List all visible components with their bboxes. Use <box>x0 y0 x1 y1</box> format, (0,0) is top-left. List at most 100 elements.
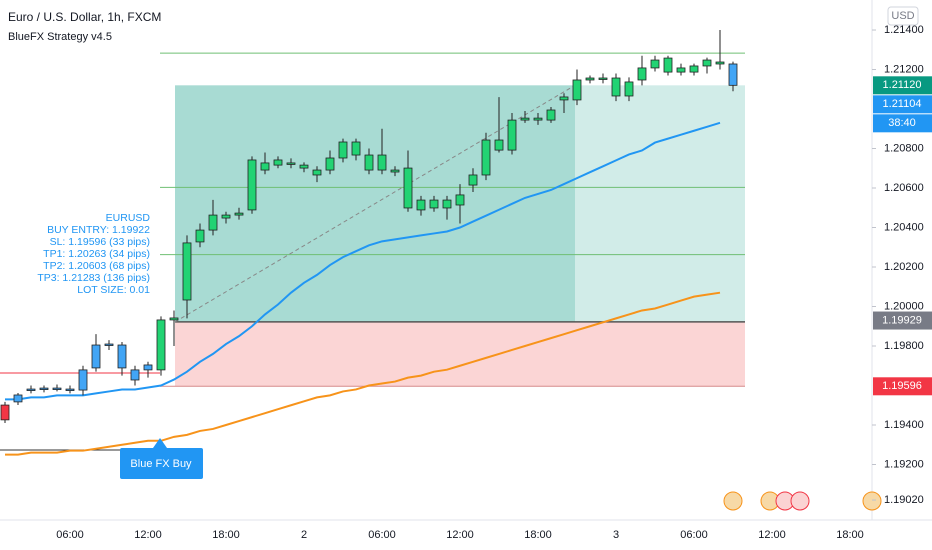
candle-body <box>728 63 738 86</box>
candle-body <box>26 388 36 391</box>
price-label-box <box>873 311 932 330</box>
moving-average <box>5 121 721 401</box>
plot-area <box>0 30 745 456</box>
candle-body <box>143 364 153 371</box>
event-icons <box>723 491 882 511</box>
candle-body <box>429 199 439 209</box>
candle-body <box>234 212 244 216</box>
candle-body <box>247 159 257 211</box>
x-tick-label: 12:00 <box>134 529 162 541</box>
candle-body <box>13 394 23 403</box>
y-tick-label: 1.19400 <box>884 419 924 431</box>
y-tick-label: 1.21400 <box>884 24 924 36</box>
x-tick-label: 12:00 <box>758 529 786 541</box>
x-tick-label: 06:00 <box>56 529 84 541</box>
candle-body <box>221 214 231 219</box>
y-tick-label: 1.20600 <box>884 182 924 194</box>
candle-body <box>455 194 465 206</box>
candle-body <box>0 404 10 421</box>
candle-body <box>403 167 413 209</box>
candle-body <box>663 57 673 73</box>
candle-body <box>585 77 595 81</box>
price-label: 1.19929 <box>882 314 922 326</box>
candle-body <box>689 65 699 73</box>
price-label-box <box>873 76 932 95</box>
x-tick-label: 12:00 <box>446 529 474 541</box>
candle-body <box>611 77 621 97</box>
y-tick-label: 1.20000 <box>884 300 924 312</box>
trade-info-line: LOT SIZE: 0.01 <box>77 284 150 296</box>
candle-body <box>624 81 634 97</box>
y-tick-label: 1.20200 <box>884 261 924 273</box>
signal-pointer <box>153 438 167 448</box>
candle-body <box>676 67 686 73</box>
candle-body <box>78 369 88 391</box>
candle-body <box>299 164 309 169</box>
candle-body <box>650 59 660 69</box>
candle-body <box>195 229 205 243</box>
candle-body <box>442 199 452 209</box>
candle-body <box>364 154 374 171</box>
price-label: 1.21120 <box>883 79 922 91</box>
candle-body <box>520 117 530 121</box>
price-label-box <box>873 377 932 396</box>
trade-info-line: TP2: 1.20603 (68 pips) <box>43 260 150 272</box>
candle-body <box>390 169 400 173</box>
candle-body <box>312 169 322 176</box>
price-label: 1.19596 <box>882 380 922 392</box>
x-tick-label: 18:00 <box>836 529 864 541</box>
candle-body <box>416 199 426 211</box>
candle-body <box>494 139 504 151</box>
candle-body <box>351 141 361 156</box>
candle-body <box>533 117 543 121</box>
candle-body <box>702 59 712 67</box>
candle-body <box>208 214 218 231</box>
y-tick-label: 1.19800 <box>884 340 924 352</box>
trade-info-line: TP1: 1.20263 (34 pips) <box>43 248 150 260</box>
price-label-box <box>873 114 932 133</box>
x-tick-label: 06:00 <box>680 529 708 541</box>
candle-body <box>273 159 283 166</box>
y-tick-label: 1.19200 <box>884 458 924 470</box>
moving-average <box>5 291 721 456</box>
candle-body <box>91 344 101 369</box>
candle-body <box>598 77 608 80</box>
candle-body <box>377 154 387 171</box>
candle-body <box>507 119 517 151</box>
trade-info-line: EURUSD <box>106 212 151 224</box>
candle-body <box>104 343 114 346</box>
candle-body <box>260 162 270 171</box>
candle-body <box>52 387 62 390</box>
candle-body <box>325 157 335 171</box>
x-tick-label: 18:00 <box>524 529 552 541</box>
candle-body <box>117 344 127 369</box>
y-tick-label: 1.19020 <box>884 494 924 506</box>
signal-box <box>120 448 203 479</box>
candle-body <box>130 369 140 381</box>
currency-button[interactable] <box>887 6 919 26</box>
candle-body <box>182 242 192 301</box>
candle-body <box>156 319 166 371</box>
currency-label: USD <box>891 10 914 22</box>
trade-info-line: TP3: 1.21283 (136 pips) <box>37 272 150 284</box>
chart-title: Euro / U.S. Dollar, 1h, FXCM <box>8 10 161 24</box>
x-tick-label: 18:00 <box>212 529 240 541</box>
candle-body <box>572 79 582 101</box>
price-label: 1.21104 <box>883 98 922 110</box>
candle-body <box>637 67 647 81</box>
profit-zone-extended <box>575 85 745 322</box>
candle-body <box>559 96 569 101</box>
candle-body <box>481 139 491 176</box>
trade-info-line: SL: 1.19596 (33 pips) <box>50 236 150 248</box>
y-tick-label: 1.20800 <box>884 142 924 154</box>
x-tick-label: 2 <box>301 529 307 541</box>
price-label: 38:40 <box>888 117 916 129</box>
candle-body <box>65 388 75 391</box>
signal-label: Blue FX Buy <box>130 458 192 470</box>
candle-body <box>169 317 179 321</box>
candle-body <box>39 387 49 390</box>
loss-zone <box>175 321 745 387</box>
indicator-title: BlueFX Strategy v4.5 <box>8 31 112 43</box>
y-tick-label: 1.20400 <box>884 221 924 233</box>
